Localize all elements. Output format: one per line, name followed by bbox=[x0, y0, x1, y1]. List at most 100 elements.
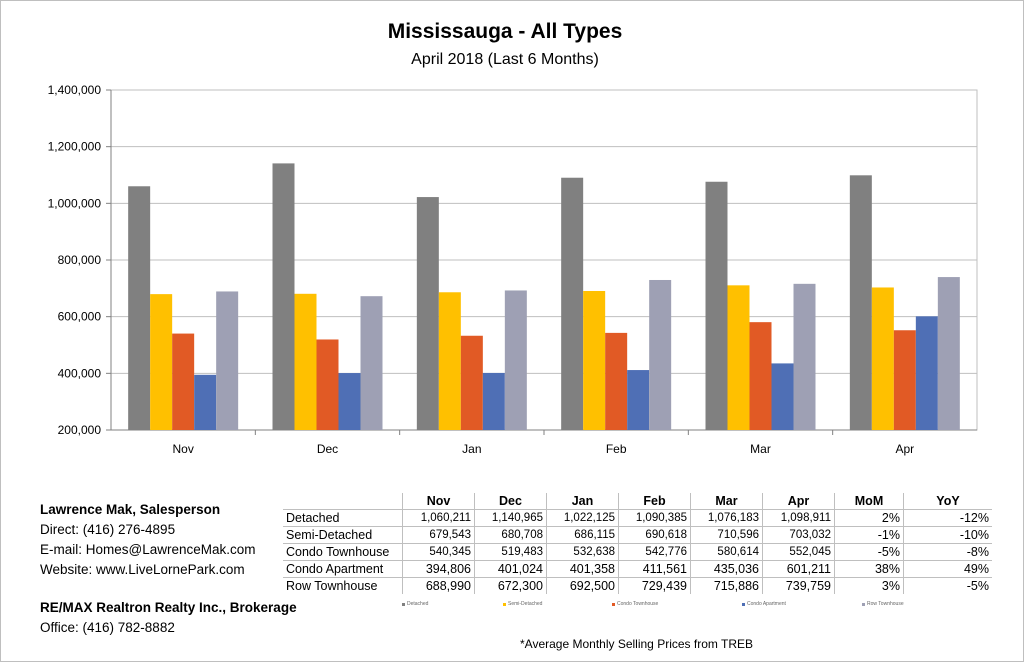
chart-title: Mississauga - All Types bbox=[387, 20, 623, 43]
table-cell: 1,098,911 bbox=[762, 509, 835, 527]
table-cell: 401,024 bbox=[474, 560, 547, 578]
y-tick-label: 1,400,000 bbox=[48, 83, 102, 97]
legend-swatch bbox=[612, 602, 615, 606]
table-cell: 3% bbox=[834, 577, 904, 594]
row-label: Condo Apartment bbox=[283, 560, 403, 578]
table-corner bbox=[283, 493, 403, 510]
table-header: Dec bbox=[474, 493, 547, 510]
data-table: Nov Dec Jan Feb Mar Apr MoM YoY Detached… bbox=[283, 493, 992, 594]
legend-label: Row Townhouse bbox=[867, 601, 904, 607]
bar-condo-townhouse bbox=[893, 330, 916, 430]
bar-semi-detached bbox=[871, 287, 894, 430]
table-cell: 542,776 bbox=[618, 543, 691, 561]
table-cell: 580,614 bbox=[690, 543, 763, 561]
legend-item: Semi-Detached bbox=[503, 601, 542, 607]
legend-swatch bbox=[402, 602, 405, 606]
legend-swatch bbox=[862, 602, 865, 606]
legend-label: Condo Townhouse bbox=[617, 601, 659, 607]
agent-email: E-mail: Homes@LawrenceMak.com bbox=[40, 542, 256, 557]
table-cell: 532,638 bbox=[546, 543, 619, 561]
bar-detached bbox=[128, 186, 151, 430]
x-tick-label: Jan bbox=[462, 442, 481, 456]
table-header: Jan bbox=[546, 493, 619, 510]
bar-condo-apartment bbox=[338, 373, 361, 430]
table-cell: -5% bbox=[834, 543, 904, 561]
legend-item: Row Townhouse bbox=[862, 601, 904, 607]
bar-detached bbox=[849, 175, 872, 430]
bar-condo-apartment bbox=[915, 316, 938, 430]
bar-row-townhouse bbox=[937, 277, 960, 430]
legend-item: Condo Apartment bbox=[742, 601, 786, 607]
x-tick-label: Apr bbox=[895, 442, 914, 456]
bar-semi-detached bbox=[727, 285, 750, 430]
table-cell: 519,483 bbox=[474, 543, 547, 561]
bar-condo-townhouse bbox=[316, 339, 339, 430]
table-header: MoM bbox=[834, 493, 904, 510]
table-row: Row Townhouse 688,990 672,300 692,500 729,43… bbox=[283, 577, 992, 594]
table-cell: 686,115 bbox=[546, 526, 619, 544]
table-cell: 1,140,965 bbox=[474, 509, 547, 527]
table-cell: 401,358 bbox=[546, 560, 619, 578]
office-phone: Office: (416) 782-8882 bbox=[40, 620, 175, 635]
bar-condo-townhouse bbox=[749, 322, 772, 430]
table-header: Feb bbox=[618, 493, 691, 510]
table-cell: 552,045 bbox=[762, 543, 835, 561]
agent-website: Website: www.LiveLornePark.com bbox=[40, 562, 245, 577]
bar-semi-detached bbox=[150, 294, 173, 430]
table-cell: 1,060,211 bbox=[402, 509, 475, 527]
bar-condo-apartment bbox=[627, 370, 650, 430]
table-cell: 692,500 bbox=[546, 577, 619, 594]
source-note: *Average Monthly Selling Prices from TRE… bbox=[520, 637, 753, 651]
table-row: Condo Apartment 394,806 401,024 401,358 411,… bbox=[283, 560, 992, 578]
bar-detached bbox=[561, 177, 584, 430]
bar-semi-detached bbox=[294, 293, 317, 430]
y-tick-label: 1,200,000 bbox=[48, 140, 102, 154]
y-tick-label: 400,000 bbox=[58, 366, 102, 380]
bar-condo-townhouse bbox=[605, 332, 628, 430]
chart-subtitle: April 2018 (Last 6 Months) bbox=[411, 51, 599, 68]
legend-item: Detached bbox=[402, 601, 428, 607]
table-cell: 672,300 bbox=[474, 577, 547, 594]
table-cell: 1,022,125 bbox=[546, 509, 619, 527]
table-header: Apr bbox=[762, 493, 835, 510]
table-cell: -8% bbox=[903, 543, 992, 561]
table-cell: 688,990 bbox=[402, 577, 475, 594]
bar-detached bbox=[272, 163, 295, 430]
bar-row-townhouse bbox=[793, 283, 816, 430]
table-header: Mar bbox=[690, 493, 763, 510]
bar-condo-townhouse bbox=[172, 333, 195, 430]
table-cell: 394,806 bbox=[402, 560, 475, 578]
x-tick-label: Mar bbox=[750, 442, 771, 456]
table-row: Semi-Detached 679,543 680,708 686,115 690,61… bbox=[283, 526, 992, 544]
legend-item: Condo Townhouse bbox=[612, 601, 658, 607]
agent-phone: Direct: (416) 276-4895 bbox=[40, 522, 176, 537]
table-row: Condo Townhouse 540,345 519,483 532,638 542,… bbox=[283, 543, 992, 561]
table-cell: -1% bbox=[834, 526, 904, 544]
row-label: Row Townhouse bbox=[283, 577, 403, 594]
table-cell: 710,596 bbox=[690, 526, 763, 544]
bar-detached bbox=[705, 181, 728, 430]
table-cell: 411,561 bbox=[618, 560, 691, 578]
bar-row-townhouse bbox=[649, 279, 672, 430]
bar-semi-detached bbox=[583, 290, 606, 430]
table-cell: 1,090,385 bbox=[618, 509, 691, 527]
bar-semi-detached bbox=[438, 292, 461, 430]
table-cell: 49% bbox=[903, 560, 992, 578]
table-cell: 680,708 bbox=[474, 526, 547, 544]
bar-condo-apartment bbox=[771, 363, 794, 430]
legend-label: Semi-Detached bbox=[508, 601, 543, 607]
table-cell: -12% bbox=[903, 509, 992, 527]
table-cell: 690,618 bbox=[618, 526, 691, 544]
table-cell: 729,439 bbox=[618, 577, 691, 594]
legend-swatch bbox=[742, 602, 745, 606]
brokerage-name: RE/MAX Realtron Realty Inc., Brokerage bbox=[40, 600, 297, 615]
table-cell: 435,036 bbox=[690, 560, 763, 578]
row-label: Semi-Detached bbox=[283, 526, 403, 544]
x-tick-label: Feb bbox=[606, 442, 627, 456]
table-row: Detached 1,060,211 1,140,965 1,022,125 1,090… bbox=[283, 509, 992, 527]
table-cell: 739,759 bbox=[762, 577, 835, 594]
bar-condo-townhouse bbox=[460, 335, 483, 430]
table-cell: 715,886 bbox=[690, 577, 763, 594]
bar-detached bbox=[416, 197, 439, 430]
legend-label: Condo Apartment bbox=[747, 601, 786, 607]
